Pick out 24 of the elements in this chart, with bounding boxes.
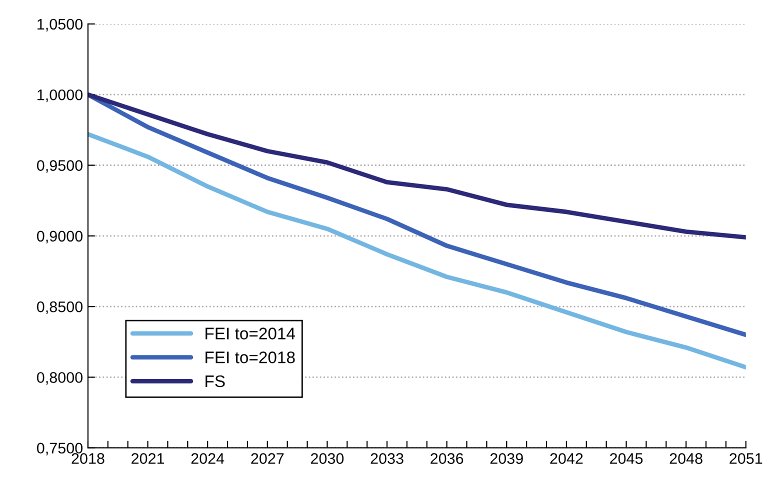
legend-label: FEI to=2014: [206, 328, 296, 340]
y-tick-label: 0,8500: [36, 301, 83, 314]
x-tick-label: 2018: [72, 453, 104, 464]
x-tick-label: 2042: [550, 453, 583, 464]
y-tick-label: 0,9000: [36, 230, 83, 244]
x-tick-label: 2027: [251, 453, 284, 464]
line-series: [88, 132, 746, 370]
y-tick-label: 0,9500: [36, 160, 83, 173]
x-tick-label: 2021: [132, 453, 164, 464]
x-tick-label: 2030: [310, 453, 344, 464]
y-tick-label: 1,0500: [38, 18, 83, 32]
y-tick-label: 0,8000: [36, 372, 83, 385]
y-tick-label: 0,7500: [36, 442, 83, 456]
y-tick-label: 1,0000: [38, 89, 83, 102]
x-tick-label: 2024: [191, 453, 224, 464]
x-tick-label: 2036: [430, 453, 464, 464]
x-tick-label: 2051: [730, 453, 762, 464]
x-tick-label: 2048: [670, 453, 702, 464]
line-series: [88, 92, 746, 240]
legend-label: FS: [206, 375, 225, 388]
x-tick-label: 2039: [490, 453, 523, 464]
legend-label: FEI to=2018: [206, 352, 295, 364]
x-tick-label: 2045: [610, 453, 643, 464]
x-tick-label: 2033: [370, 453, 404, 464]
